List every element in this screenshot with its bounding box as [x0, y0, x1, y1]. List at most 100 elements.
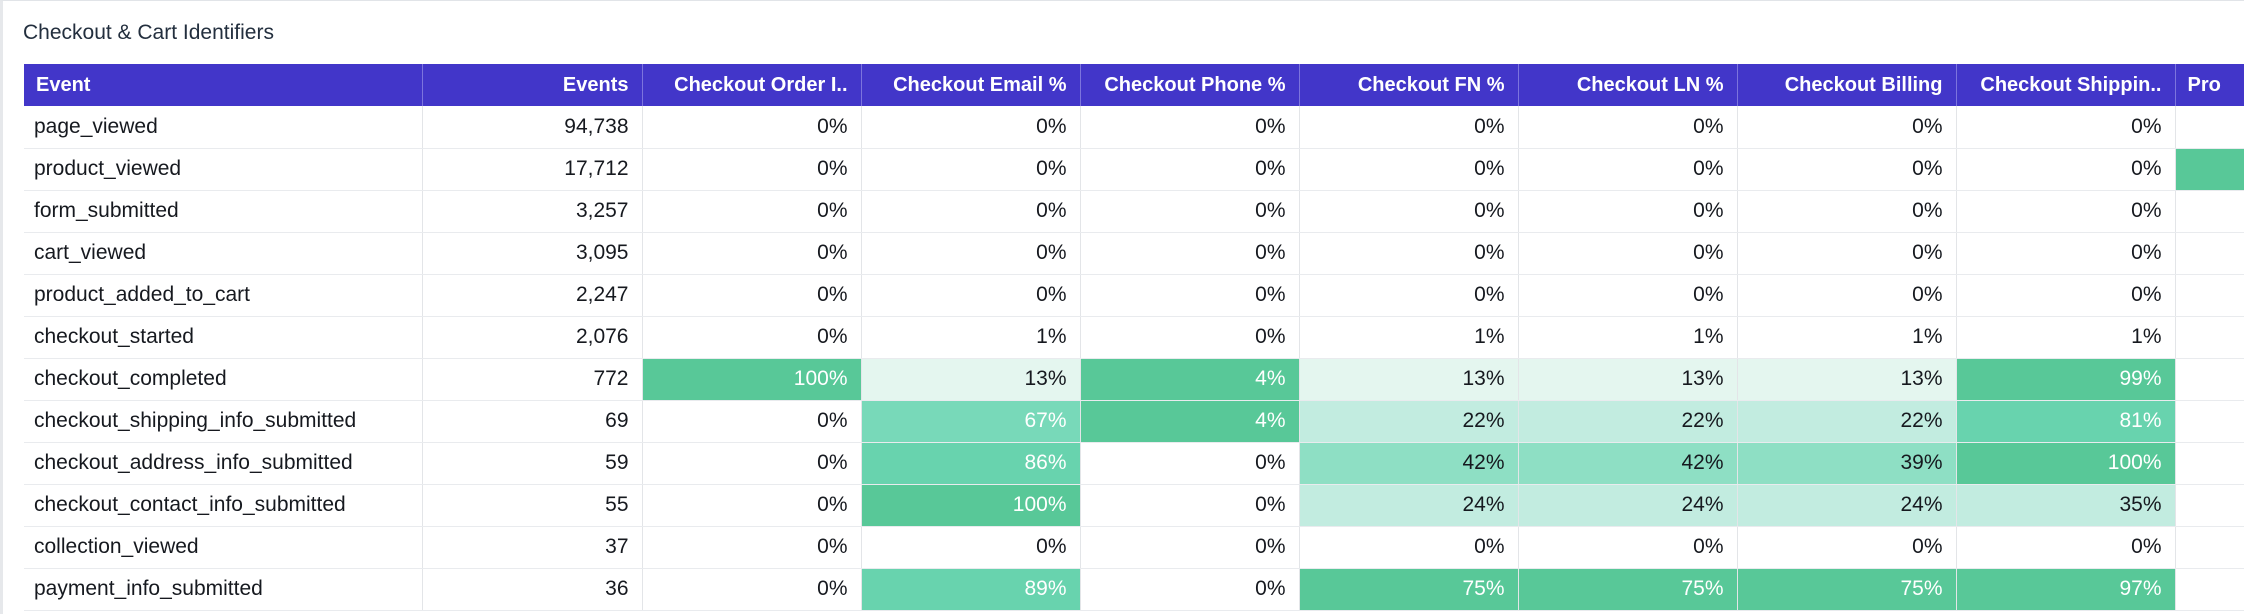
table-row[interactable]: collection_viewed 37 0% 0% 0% 0% 0% 0% 0%	[24, 526, 2244, 569]
cell-checkout-phone: 0%	[1080, 484, 1300, 527]
column-header-event[interactable]: Event	[24, 64, 423, 106]
cell-checkout-shipping: 0%	[1956, 274, 2176, 317]
cell-checkout-fn: 0%	[1299, 190, 1519, 233]
cell-pro	[2175, 316, 2244, 359]
panel-title: Checkout & Cart Identifiers	[23, 21, 274, 44]
cell-event-count: 55	[422, 484, 643, 527]
cell-checkout-shipping: 0%	[1956, 106, 2176, 149]
cell-checkout-phone: 0%	[1080, 190, 1300, 233]
cell-checkout-phone: 4%	[1080, 358, 1300, 401]
cell-checkout-billing: 39%	[1737, 442, 1957, 485]
column-header-checkout-order-id[interactable]: Checkout Order I..	[642, 64, 862, 106]
cell-checkout-fn: 75%	[1299, 568, 1519, 611]
column-header-checkout-billing[interactable]: Checkout Billing	[1737, 64, 1957, 106]
cell-event-count: 37	[422, 526, 643, 569]
table-row[interactable]: product_viewed 17,712 0% 0% 0% 0% 0% 0% 0%	[24, 148, 2244, 191]
cell-checkout-billing: 13%	[1737, 358, 1957, 401]
cell-checkout-fn: 0%	[1299, 274, 1519, 317]
table-row[interactable]: payment_info_submitted 36 0% 89% 0% 75% 75% 75%…	[24, 568, 2244, 611]
cell-checkout-order-id: 0%	[642, 106, 862, 149]
cell-pro	[2175, 442, 2244, 485]
cell-checkout-email: 0%	[861, 148, 1081, 191]
cell-checkout-order-id: 0%	[642, 400, 862, 443]
cell-checkout-order-id: 0%	[642, 568, 862, 611]
cell-event-count: 3,095	[422, 232, 643, 275]
table-row[interactable]: checkout_shipping_info_submitted 69 0% 67% 4…	[24, 400, 2244, 443]
column-header-checkout-fn[interactable]: Checkout FN %	[1299, 64, 1519, 106]
cell-checkout-order-id: 0%	[642, 442, 862, 485]
cell-checkout-billing: 0%	[1737, 190, 1957, 233]
cell-checkout-order-id: 0%	[642, 274, 862, 317]
cell-checkout-fn: 0%	[1299, 106, 1519, 149]
cell-checkout-shipping: 0%	[1956, 526, 2176, 569]
cell-pro	[2175, 232, 2244, 275]
cell-checkout-phone: 0%	[1080, 442, 1300, 485]
cell-event-count: 94,738	[422, 106, 643, 149]
table-row[interactable]: page_viewed 94,738 0% 0% 0% 0% 0% 0% 0%	[24, 106, 2244, 149]
cell-checkout-billing: 1%	[1737, 316, 1957, 359]
column-header-checkout-email[interactable]: Checkout Email %	[861, 64, 1081, 106]
cell-event-count: 2,076	[422, 316, 643, 359]
cell-event-name: checkout_contact_info_submitted	[24, 484, 423, 527]
column-header-checkout-phone[interactable]: Checkout Phone %	[1080, 64, 1300, 106]
cell-checkout-billing: 24%	[1737, 484, 1957, 527]
table-row[interactable]: cart_viewed 3,095 0% 0% 0% 0% 0% 0% 0%	[24, 232, 2244, 275]
cell-pro	[2175, 358, 2244, 401]
cell-checkout-billing: 0%	[1737, 526, 1957, 569]
cell-pro	[2175, 484, 2244, 527]
cell-checkout-shipping: 0%	[1956, 232, 2176, 275]
cell-checkout-ln: 0%	[1518, 148, 1738, 191]
table-header-row: Event Events Checkout Order I.. Checkout…	[24, 64, 2244, 106]
cell-checkout-shipping: 81%	[1956, 400, 2176, 443]
cell-checkout-fn: 24%	[1299, 484, 1519, 527]
cell-checkout-phone: 0%	[1080, 232, 1300, 275]
cell-checkout-email: 100%	[861, 484, 1081, 527]
cell-checkout-order-id: 0%	[642, 232, 862, 275]
cell-event-count: 17,712	[422, 148, 643, 191]
cell-checkout-shipping: 1%	[1956, 316, 2176, 359]
cell-event-name: checkout_shipping_info_submitted	[24, 400, 423, 443]
cell-pro	[2175, 568, 2244, 611]
column-header-checkout-shipping[interactable]: Checkout Shippin..	[1956, 64, 2176, 106]
cell-checkout-email: 0%	[861, 232, 1081, 275]
cell-checkout-billing: 0%	[1737, 148, 1957, 191]
cell-event-name: product_viewed	[24, 148, 423, 191]
table-row[interactable]: checkout_address_info_submitted 59 0% 86% 0%…	[24, 442, 2244, 485]
table-row[interactable]: checkout_contact_info_submitted 55 0% 100% 0…	[24, 484, 2244, 527]
cell-checkout-ln: 24%	[1518, 484, 1738, 527]
cell-checkout-email: 0%	[861, 190, 1081, 233]
column-header-events[interactable]: Events	[422, 64, 643, 106]
cell-pro	[2175, 274, 2244, 317]
table-row[interactable]: checkout_started 2,076 0% 1% 0% 1% 1% 1% 1%	[24, 316, 2244, 359]
cell-checkout-shipping: 35%	[1956, 484, 2176, 527]
cell-checkout-email: 0%	[861, 106, 1081, 149]
cell-checkout-email: 0%	[861, 526, 1081, 569]
cell-checkout-order-id: 0%	[642, 526, 862, 569]
cell-pro	[2175, 526, 2244, 569]
cell-event-count: 59	[422, 442, 643, 485]
cell-checkout-order-id: 100%	[642, 358, 862, 401]
cell-checkout-phone: 4%	[1080, 400, 1300, 443]
cell-checkout-ln: 1%	[1518, 316, 1738, 359]
identifiers-table: Event Events Checkout Order I.. Checkout…	[24, 64, 2244, 611]
table-scroll-area[interactable]: Event Events Checkout Order I.. Checkout…	[24, 64, 2244, 615]
cell-checkout-ln: 0%	[1518, 106, 1738, 149]
cell-checkout-billing: 0%	[1737, 274, 1957, 317]
table-row[interactable]: form_submitted 3,257 0% 0% 0% 0% 0% 0% 0%	[24, 190, 2244, 233]
table-row[interactable]: checkout_completed 772 100% 13% 4% 13% 13% 13% 9…	[24, 358, 2244, 401]
table-row[interactable]: product_added_to_cart 2,247 0% 0% 0% 0% 0% 0% 0%	[24, 274, 2244, 317]
cell-checkout-phone: 0%	[1080, 274, 1300, 317]
cell-checkout-email: 1%	[861, 316, 1081, 359]
column-header-pro-truncated[interactable]: Pro	[2175, 64, 2244, 106]
cell-checkout-billing: 22%	[1737, 400, 1957, 443]
cell-checkout-fn: 42%	[1299, 442, 1519, 485]
column-header-checkout-ln[interactable]: Checkout LN %	[1518, 64, 1738, 106]
cell-event-count: 36	[422, 568, 643, 611]
cell-event-name: product_added_to_cart	[24, 274, 423, 317]
cell-checkout-phone: 0%	[1080, 568, 1300, 611]
table-body: page_viewed 94,738 0% 0% 0% 0% 0% 0% 0% product_v…	[24, 106, 2244, 611]
cell-checkout-ln: 0%	[1518, 190, 1738, 233]
cell-checkout-order-id: 0%	[642, 148, 862, 191]
cell-event-count: 772	[422, 358, 643, 401]
cell-event-count: 3,257	[422, 190, 643, 233]
